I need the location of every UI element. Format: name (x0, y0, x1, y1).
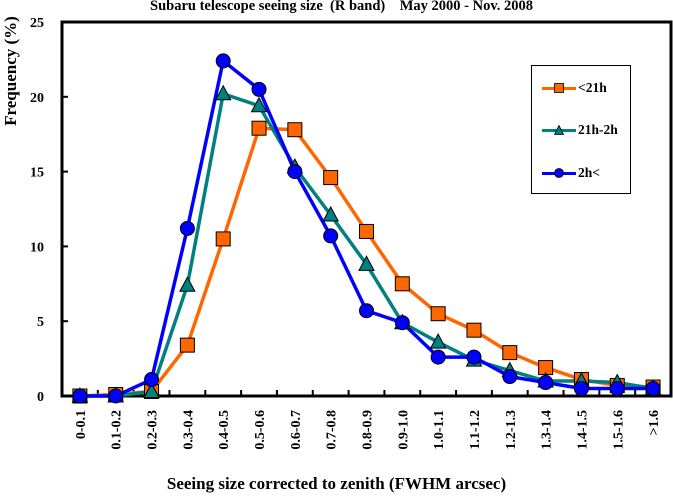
data-point-circle (394, 315, 410, 331)
x-tick-label: 1.0-1.1 (432, 410, 447, 450)
data-point-triangle (214, 84, 232, 101)
data-point-circle (215, 53, 231, 69)
legend-swatch (542, 80, 576, 96)
data-point-square (466, 322, 482, 338)
circle-marker-icon (554, 168, 564, 178)
x-tick-label: 1.4-1.5 (575, 410, 590, 450)
y-tick-label: 10 (30, 240, 44, 255)
y-tick-label: 25 (30, 16, 44, 31)
x-tick-label: 0.8-0.9 (361, 410, 376, 450)
x-tick-label: 1.2-1.3 (504, 410, 519, 450)
x-tick-label: 1.1-1.2 (468, 410, 483, 450)
data-point-circle (108, 388, 124, 404)
x-tick-label: 0.4-0.5 (217, 410, 232, 450)
x-tick-label: 1.3-1.4 (540, 410, 555, 450)
legend-item: 21h-2h (542, 122, 618, 138)
data-point-triangle (358, 255, 375, 271)
data-point-square (394, 276, 410, 292)
data-point-circle (251, 81, 267, 97)
data-point-circle (72, 388, 88, 404)
data-point-triangle (143, 382, 160, 399)
x-tick-label: 0.9-1.0 (396, 410, 411, 450)
plot-frame (60, 20, 673, 398)
x-tick-label: 0.6-0.7 (289, 410, 304, 450)
data-point-square (502, 345, 518, 361)
data-point-triangle (322, 205, 340, 222)
data-point-square (215, 231, 231, 247)
x-tick-label: 0.7-0.8 (325, 410, 340, 450)
data-point-circle (645, 381, 661, 397)
data-point-square (359, 223, 374, 239)
data-point-triangle (429, 333, 447, 349)
y-tick-label: 15 (30, 166, 44, 181)
data-point-circle (287, 164, 303, 180)
data-point-triangle (250, 96, 268, 113)
legend: <21h 21h-2h 2h< (531, 65, 631, 194)
x-tick-label: 1.5-1.6 (611, 410, 626, 450)
x-tick-label: >1.6 (647, 410, 662, 435)
triangle-marker-icon (554, 125, 564, 135)
x-axis-label: Seeing size corrected to zenith (FWHM ar… (166, 474, 507, 493)
x-tick-label: 0.5-0.6 (253, 410, 268, 450)
data-point-circle (179, 220, 195, 236)
data-point-circle (538, 375, 554, 391)
data-point-circle (144, 372, 160, 388)
chart-title: Subaru telescope seeing size (R band) Ma… (150, 0, 534, 14)
data-point-square (323, 170, 339, 186)
x-tick-label: 0.1-0.2 (110, 410, 125, 450)
legend-swatch (542, 122, 576, 138)
legend-label: <21h (578, 80, 607, 95)
data-point-circle (609, 381, 625, 397)
x-tick-label: 0-0.1 (74, 410, 89, 439)
data-point-square (251, 120, 267, 136)
data-point-square (430, 306, 446, 322)
legend-label: 21h-2h (578, 122, 618, 137)
data-point-triangle (179, 276, 196, 292)
data-point-circle (502, 369, 518, 385)
data-point-circle (573, 381, 589, 397)
legend-label: 2h< (578, 165, 600, 180)
x-tick-label: 0.2-0.3 (146, 410, 161, 450)
square-marker-icon (554, 83, 564, 93)
data-point-circle (430, 349, 446, 365)
data-point-circle (323, 228, 339, 244)
legend-swatch (542, 165, 576, 181)
data-point-square (287, 122, 303, 138)
legend-item: 2h< (542, 165, 600, 181)
legend-item: <21h (542, 80, 607, 96)
y-tick-label: 5 (37, 315, 44, 330)
x-tick-label: 0.3-0.4 (181, 410, 196, 450)
data-point-circle (359, 303, 374, 319)
y-tick-label: 0 (37, 390, 44, 405)
y-tick-label: 20 (30, 91, 44, 106)
data-point-circle (466, 349, 482, 365)
data-point-square (179, 337, 195, 353)
